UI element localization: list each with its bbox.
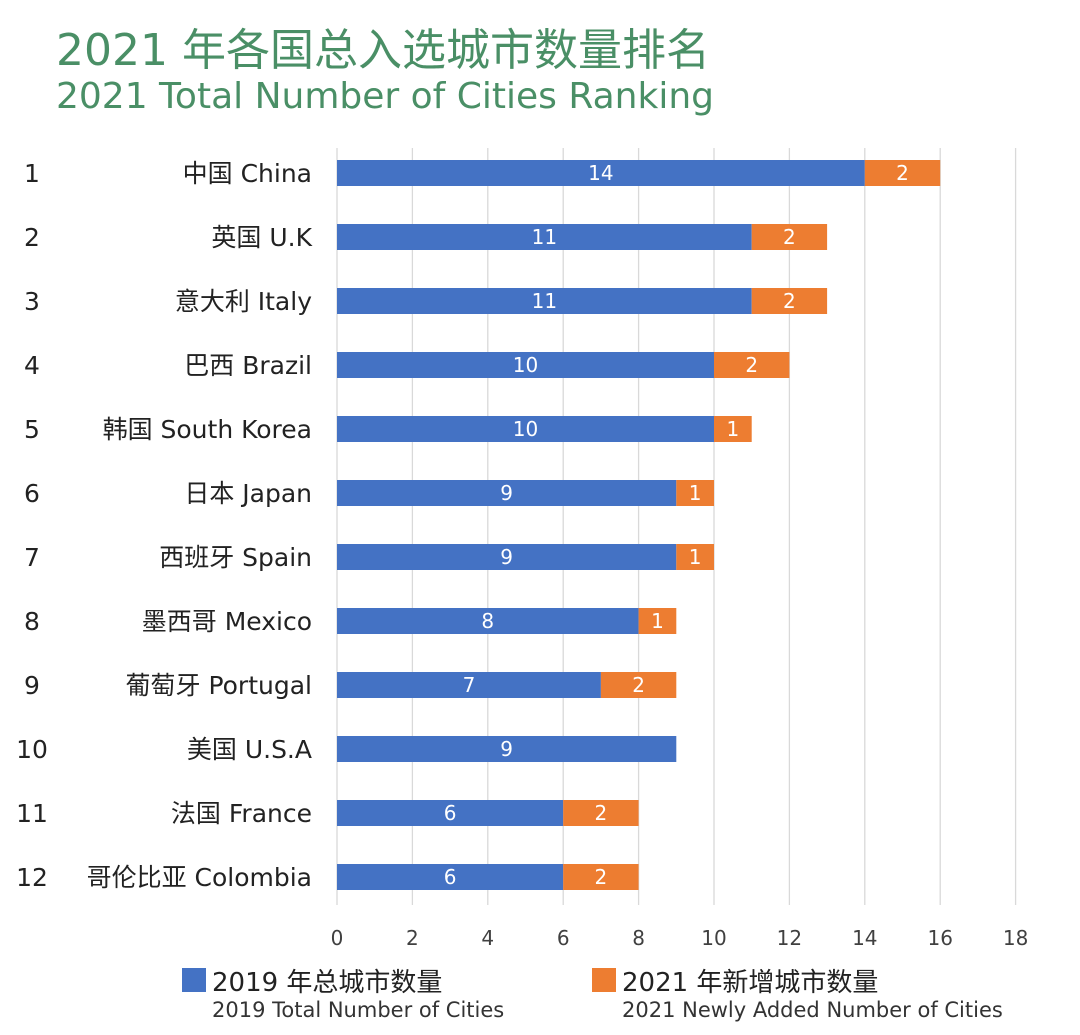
category-label: 意大利 Italy — [175, 287, 312, 316]
x-tick-label: 14 — [852, 926, 877, 950]
bar-2021 — [563, 864, 639, 890]
data-label-2021: 2 — [595, 865, 608, 889]
bar-2021 — [676, 544, 714, 570]
legend-swatch-2021 — [592, 968, 616, 992]
bar-2021 — [714, 416, 752, 442]
chart-subtitle: 2021 Total Number of Cities Ranking — [56, 76, 715, 117]
bar-2021 — [676, 480, 714, 506]
rank-label: 3 — [24, 287, 40, 316]
category-label: 英国 U.K — [211, 223, 312, 252]
category-label: 墨西哥 Mexico — [142, 607, 312, 636]
data-label-2021: 2 — [745, 353, 758, 377]
bar-2019 — [337, 544, 677, 570]
data-label-2019: 10 — [513, 353, 538, 377]
bar-2021 — [714, 352, 790, 378]
data-label-2019: 9 — [500, 481, 513, 505]
data-label-2021: 2 — [783, 289, 796, 313]
rank-label: 4 — [24, 351, 40, 380]
bar-2019 — [337, 736, 677, 762]
data-label-2019: 8 — [481, 609, 494, 633]
legend-label-2021-zh: 2021 年新增城市数量 — [622, 968, 879, 998]
bar-2021 — [751, 224, 828, 250]
data-label-2021: 2 — [896, 161, 909, 185]
x-tick-label: 0 — [331, 926, 344, 950]
bar-2019 — [337, 288, 752, 314]
rank-label: 1 — [24, 159, 40, 188]
data-label-2019: 11 — [532, 289, 557, 313]
x-tick-label: 4 — [481, 926, 494, 950]
x-tick-label: 8 — [632, 926, 645, 950]
rank-label: 7 — [24, 543, 40, 572]
data-label-2021: 2 — [595, 801, 608, 825]
bar-2021 — [864, 160, 941, 186]
chart-title: 2021 年各国总入选城市数量排名 — [56, 25, 710, 76]
x-tick-label: 2 — [406, 926, 419, 950]
rank-label: 12 — [16, 863, 48, 892]
x-tick-label: 16 — [927, 926, 952, 950]
rank-label: 2 — [24, 223, 40, 252]
data-label-2021: 1 — [689, 545, 702, 569]
data-label-2019: 11 — [532, 225, 557, 249]
x-tick-label: 18 — [1003, 926, 1028, 950]
data-label-2021: 1 — [651, 609, 664, 633]
rank-label: 6 — [24, 479, 40, 508]
x-tick-label: 10 — [701, 926, 726, 950]
data-label-2019: 6 — [444, 801, 457, 825]
bar-2019 — [337, 480, 677, 506]
data-label-2019: 14 — [588, 161, 613, 185]
legend-label-2019-zh: 2019 年总城市数量 — [212, 968, 443, 998]
data-label-2019: 6 — [444, 865, 457, 889]
bar-2019 — [337, 352, 714, 378]
bar-2021 — [751, 288, 828, 314]
data-label-2019: 7 — [463, 673, 476, 697]
bar-2019 — [337, 800, 564, 826]
data-label-2019: 10 — [513, 417, 538, 441]
bar-chart: 0 2 4 6 8 10 12 14 16 181 中国 China 14 22 英国 U.K 11 23 意大… — [16, 148, 1028, 950]
x-tick-label: 6 — [557, 926, 570, 950]
bar-2019 — [337, 416, 714, 442]
rank-label: 10 — [16, 735, 48, 764]
data-label-2019: 9 — [500, 737, 513, 761]
bar-2019 — [337, 608, 639, 634]
category-label: 中国 China — [183, 159, 312, 188]
rank-label: 9 — [24, 671, 40, 700]
legend-swatch-2019 — [182, 968, 206, 992]
category-label: 法国 France — [171, 799, 312, 828]
category-label: 哥伦比亚 Colombia — [87, 863, 312, 892]
data-label-2021: 2 — [783, 225, 796, 249]
bar-2021 — [600, 672, 677, 698]
legend-label-2019-en: 2019 Total Number of Cities — [212, 998, 505, 1022]
rank-label: 11 — [16, 799, 48, 828]
category-label: 美国 U.S.A — [187, 735, 312, 764]
rank-label: 5 — [24, 415, 40, 444]
bar-2019 — [337, 224, 752, 250]
bar-2021 — [638, 608, 677, 634]
category-label: 西班牙 Spain — [159, 543, 312, 572]
category-label: 韩国 South Korea — [103, 415, 312, 444]
category-label: 日本 Japan — [184, 479, 312, 508]
data-label-2021: 1 — [726, 417, 739, 441]
data-label-2021: 2 — [632, 673, 645, 697]
data-label-2019: 9 — [500, 545, 513, 569]
bar-2021 — [563, 800, 639, 826]
category-label: 葡萄牙 Portugal — [126, 671, 313, 700]
legend-label-2021-en: 2021 Newly Added Number of Cities — [622, 998, 1003, 1022]
x-tick-label: 12 — [777, 926, 802, 950]
category-label: 巴西 Brazil — [184, 351, 312, 380]
bar-2019 — [337, 864, 564, 890]
bar-2019 — [337, 160, 865, 186]
data-label-2021: 1 — [689, 481, 702, 505]
bar-2019 — [337, 672, 601, 698]
rank-label: 8 — [24, 607, 40, 636]
